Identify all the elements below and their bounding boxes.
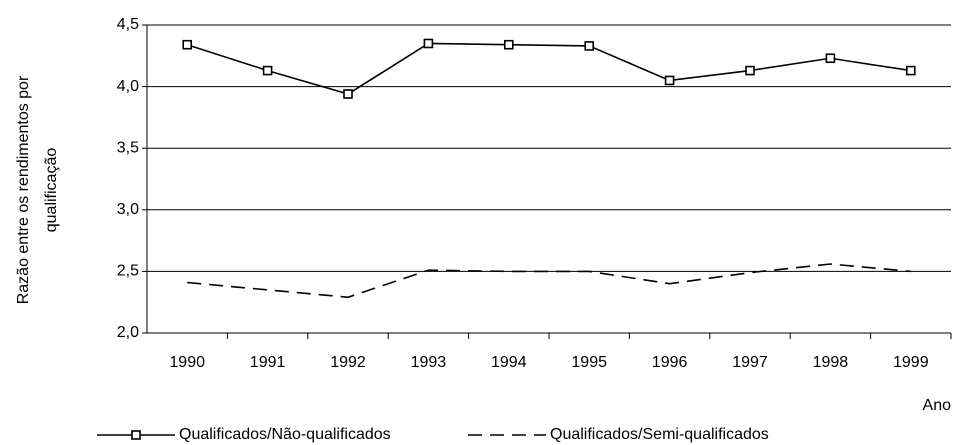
y-tick-label: 3,5	[117, 139, 139, 156]
x-tick-label: 1994	[491, 354, 527, 371]
data-point	[905, 65, 916, 76]
x-tick-label: 1993	[411, 354, 447, 371]
legend-marker	[131, 430, 141, 440]
x-tick-label: 1996	[652, 354, 688, 371]
y-tick-label: 2,5	[117, 263, 139, 280]
data-point	[423, 38, 434, 49]
y-axis-title: Razão entre os rendimentos por	[15, 75, 32, 304]
data-point	[182, 39, 192, 50]
y-tick-label: 4,5	[117, 16, 139, 33]
x-tick-label: 1990	[169, 354, 205, 371]
x-tick-label: 1998	[813, 354, 849, 371]
series-line	[186, 42, 911, 95]
data-point	[664, 75, 675, 86]
y-axis-title: qualificação	[43, 148, 60, 233]
data-point	[262, 65, 273, 76]
legend-label: Qualificados/Semi-qualificados	[550, 426, 769, 443]
x-tick-label: 1991	[250, 354, 286, 371]
data-point	[825, 53, 836, 64]
y-tick-label: 3,0	[117, 201, 139, 218]
x-tick-label: 1992	[330, 354, 366, 371]
x-tick-label: 1995	[571, 354, 607, 371]
legend-label: Qualificados/Não-qualificados	[179, 426, 391, 443]
x-axis-title: Ano	[923, 397, 952, 414]
x-tick-label: 1999	[893, 354, 929, 371]
y-tick-label: 2,0	[117, 324, 139, 341]
x-tick-label: 1997	[732, 354, 768, 371]
data-point	[584, 41, 595, 51]
data-point	[343, 89, 353, 99]
data-point	[745, 65, 755, 76]
data-point	[503, 39, 514, 50]
y-tick-label: 4,0	[117, 78, 139, 95]
series-line	[187, 263, 911, 299]
